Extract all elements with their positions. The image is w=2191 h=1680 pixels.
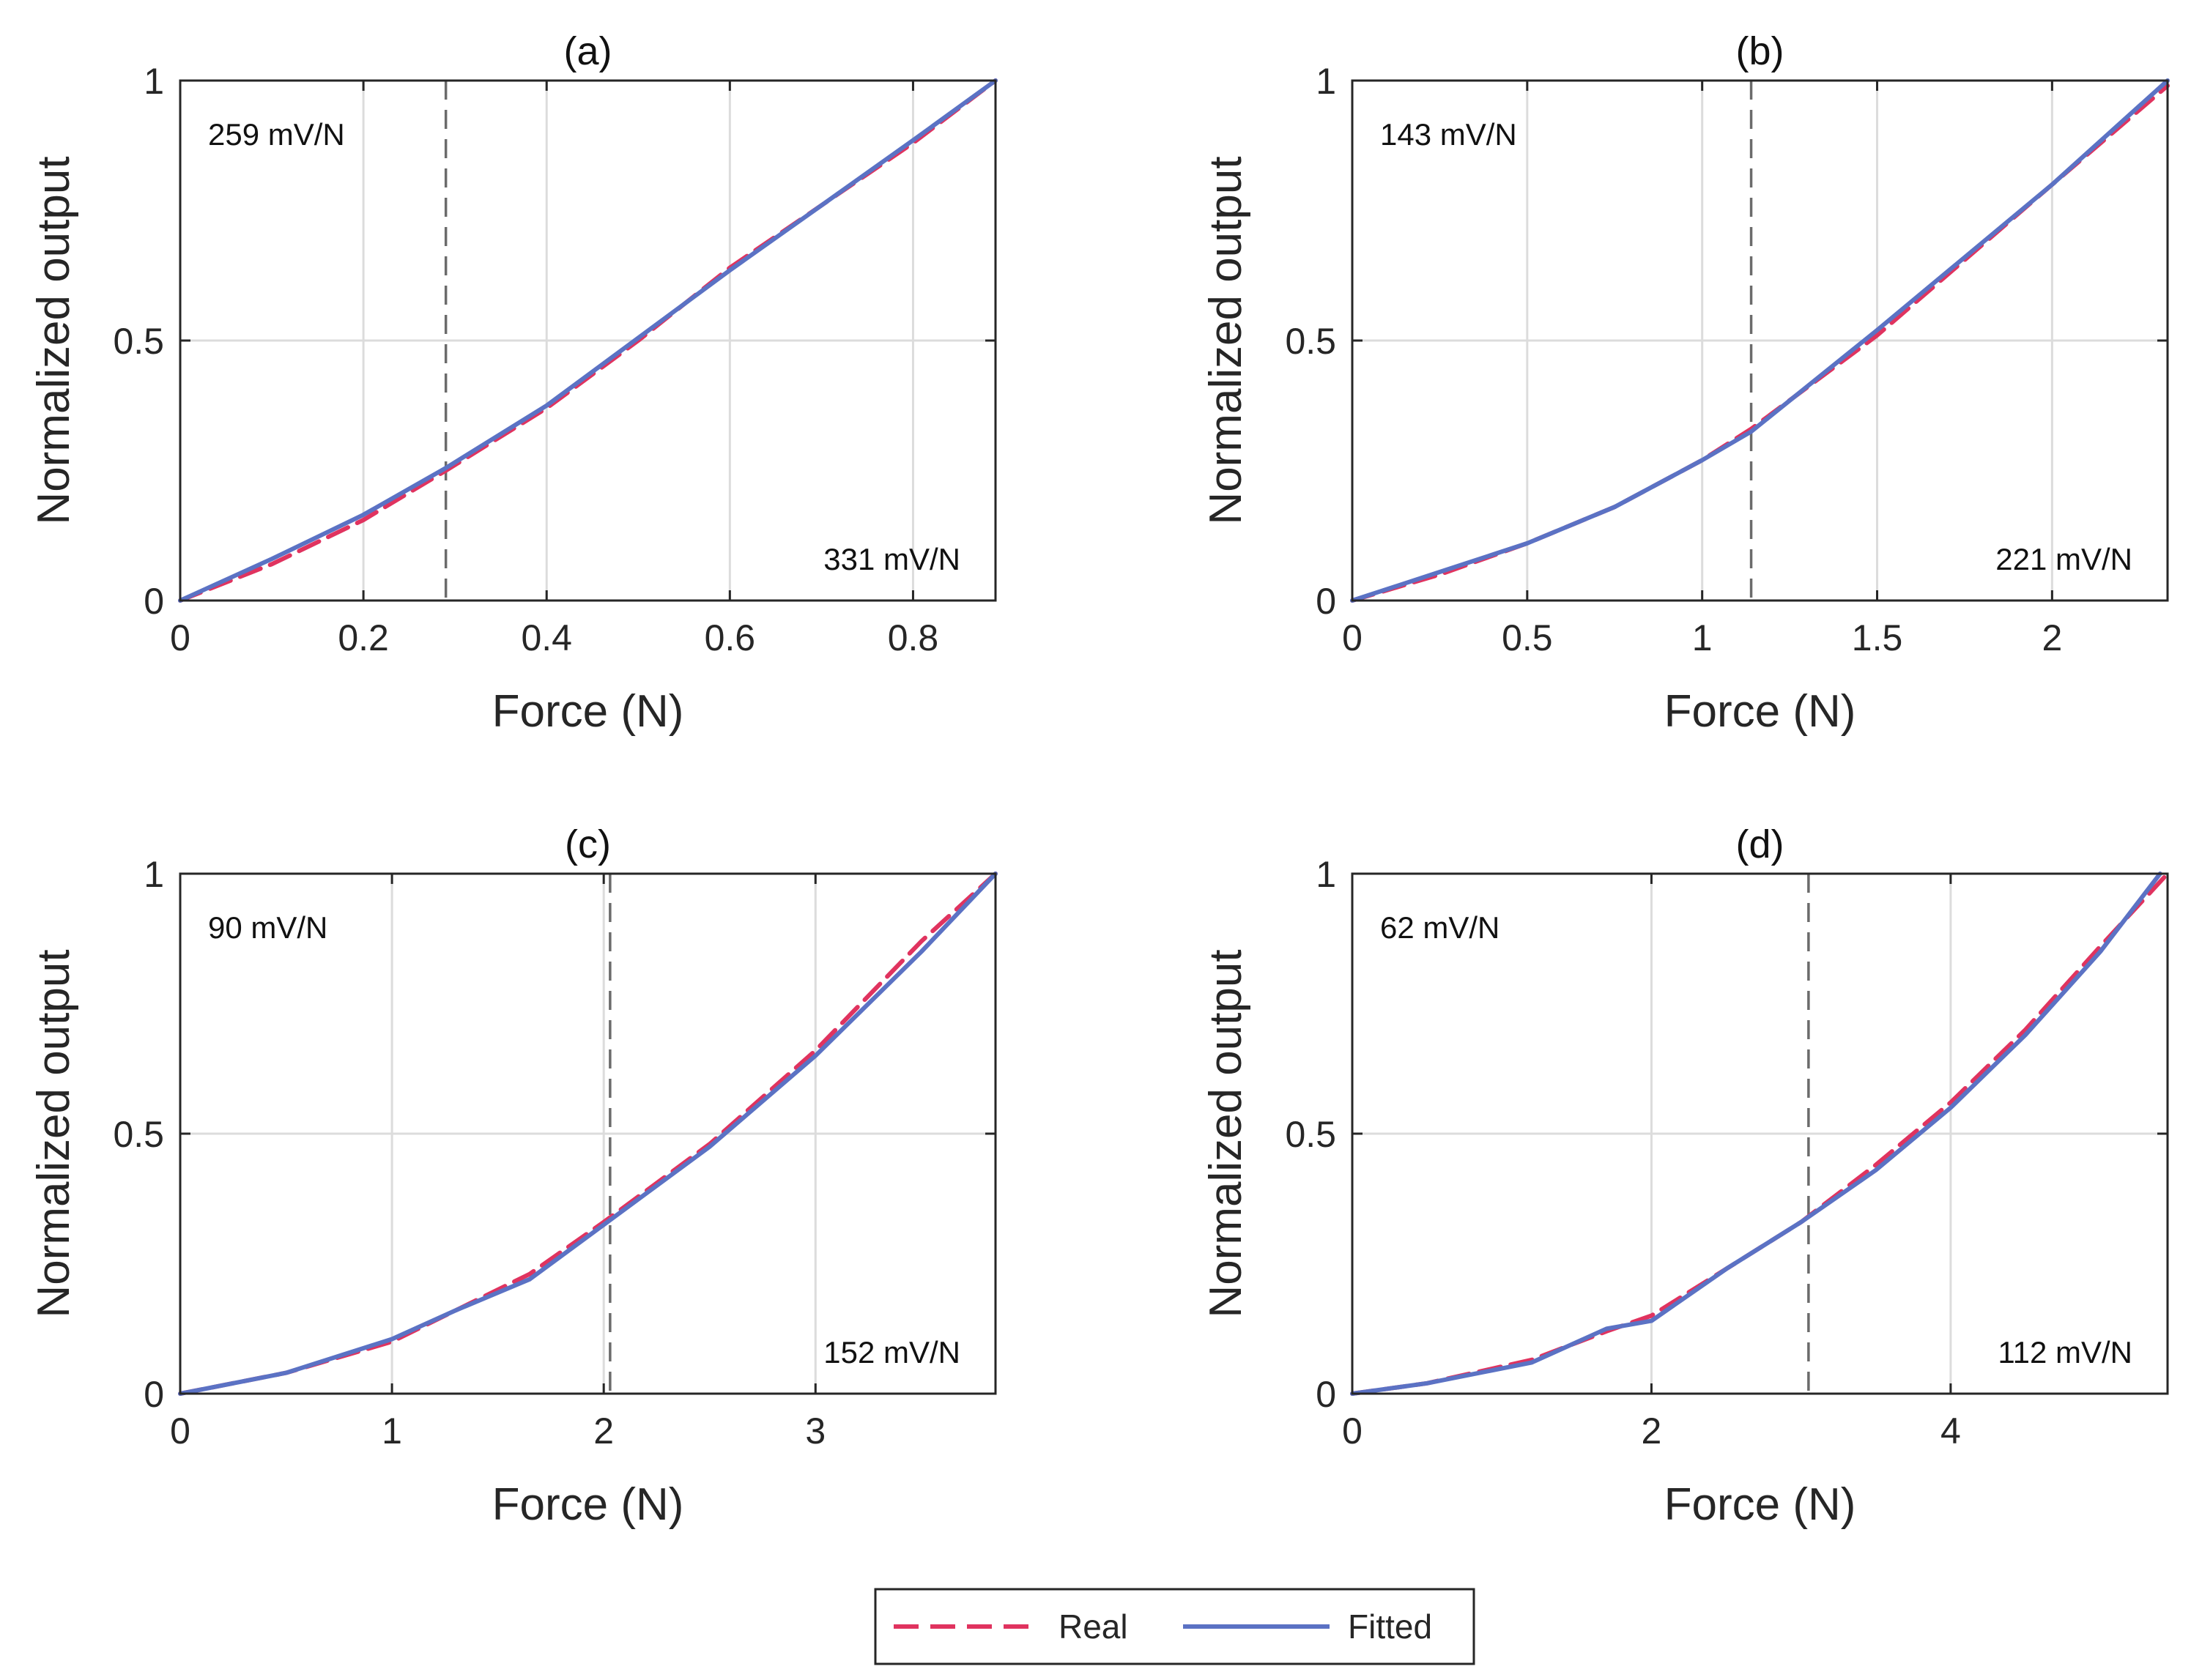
chart-panel-0: 0 0.2 0.4 0.6 0.8 0 0.5 1 (a) Force (N) Normalized… [29, 29, 998, 737]
x-tick-label: 1.5 [1852, 617, 1903, 658]
chart-panel-3: 0 2 4 0 0.5 1 (d) Force (N) Normalized output 62 … [1201, 822, 2170, 1530]
series-fitted-line [1350, 78, 2170, 603]
y-tick-label: 0 [144, 581, 164, 622]
x-tick-label: 1 [1692, 617, 1713, 658]
x-axis-label: Force (N) [1664, 1479, 1856, 1530]
x-tick-label: 0 [170, 617, 190, 658]
y-axis-label: Normalized output [29, 156, 79, 524]
chart-title: (c) [565, 822, 611, 866]
series-fitted-line [178, 78, 998, 603]
x-tick-label: 0.8 [888, 617, 939, 658]
y-axis-label: Normalized output [29, 949, 79, 1317]
x-tick-label: 3 [805, 1410, 826, 1452]
y-tick-label: 0 [1316, 1374, 1336, 1415]
x-tick-label: 2 [593, 1410, 614, 1452]
y-tick-label: 0 [1316, 581, 1336, 622]
panels: 0 0.2 0.4 0.6 0.8 0 0.5 1 (a) Force (N) Normalized… [29, 29, 2170, 1530]
x-tick-label: 0.2 [338, 617, 389, 658]
annotation-upper-left: 90 mV/N [208, 910, 327, 945]
y-tick-label: 1 [144, 854, 164, 895]
x-tick-label: 2 [1642, 1410, 1662, 1452]
legend-fitted-label: Fitted [1348, 1607, 1432, 1646]
y-tick-label: 0 [144, 1374, 164, 1415]
chart-title: (a) [564, 29, 612, 73]
annotation-lower-right: 331 mV/N [823, 542, 960, 576]
y-tick-label: 0.5 [1285, 1114, 1336, 1155]
annotation-lower-right: 221 mV/N [1995, 542, 2132, 576]
y-tick-label: 1 [144, 61, 164, 102]
x-axis-label: Force (N) [492, 1479, 684, 1530]
chart-title: (b) [1736, 29, 1784, 73]
series-fitted-line [1350, 871, 2162, 1396]
x-tick-label: 1 [382, 1410, 402, 1452]
annotation-upper-left: 143 mV/N [1380, 117, 1517, 152]
y-tick-label: 1 [1316, 854, 1336, 895]
legend: Real Fitted [874, 1588, 1475, 1665]
y-axis-label: Normalized output [1201, 949, 1251, 1317]
legend-real-label: Real [1059, 1607, 1128, 1646]
x-tick-label: 0 [170, 1410, 190, 1452]
chart-panel-1: 0 0.5 1 1.5 2 0 0.5 1 (b) Force (N) Normalized out… [1201, 29, 2170, 737]
y-tick-label: 0.5 [113, 1114, 164, 1155]
annotation-upper-left: 62 mV/N [1380, 910, 1499, 945]
annotation-lower-right: 152 mV/N [823, 1335, 960, 1369]
x-tick-label: 0.5 [1502, 617, 1553, 658]
x-tick-label: 0.6 [705, 617, 756, 658]
annotation-upper-left: 259 mV/N [208, 117, 345, 152]
x-tick-label: 0 [1342, 617, 1363, 658]
x-axis-label: Force (N) [1664, 686, 1856, 737]
y-tick-label: 1 [1316, 61, 1336, 102]
x-tick-label: 0.4 [521, 617, 572, 658]
y-tick-label: 0.5 [113, 321, 164, 362]
y-tick-label: 0.5 [1285, 321, 1336, 362]
y-axis-label: Normalized output [1201, 156, 1251, 524]
x-tick-label: 0 [1342, 1410, 1363, 1452]
x-tick-label: 4 [1940, 1410, 1961, 1452]
x-axis-label: Force (N) [492, 686, 684, 737]
x-tick-label: 2 [2042, 617, 2062, 658]
chart-panel-2: 0 1 2 3 0 0.5 1 (c) Force (N) Normalized output 90… [29, 822, 998, 1530]
annotation-lower-right: 112 mV/N [1998, 1335, 2132, 1369]
chart-title: (d) [1736, 822, 1784, 866]
series-fitted-line [178, 871, 998, 1396]
